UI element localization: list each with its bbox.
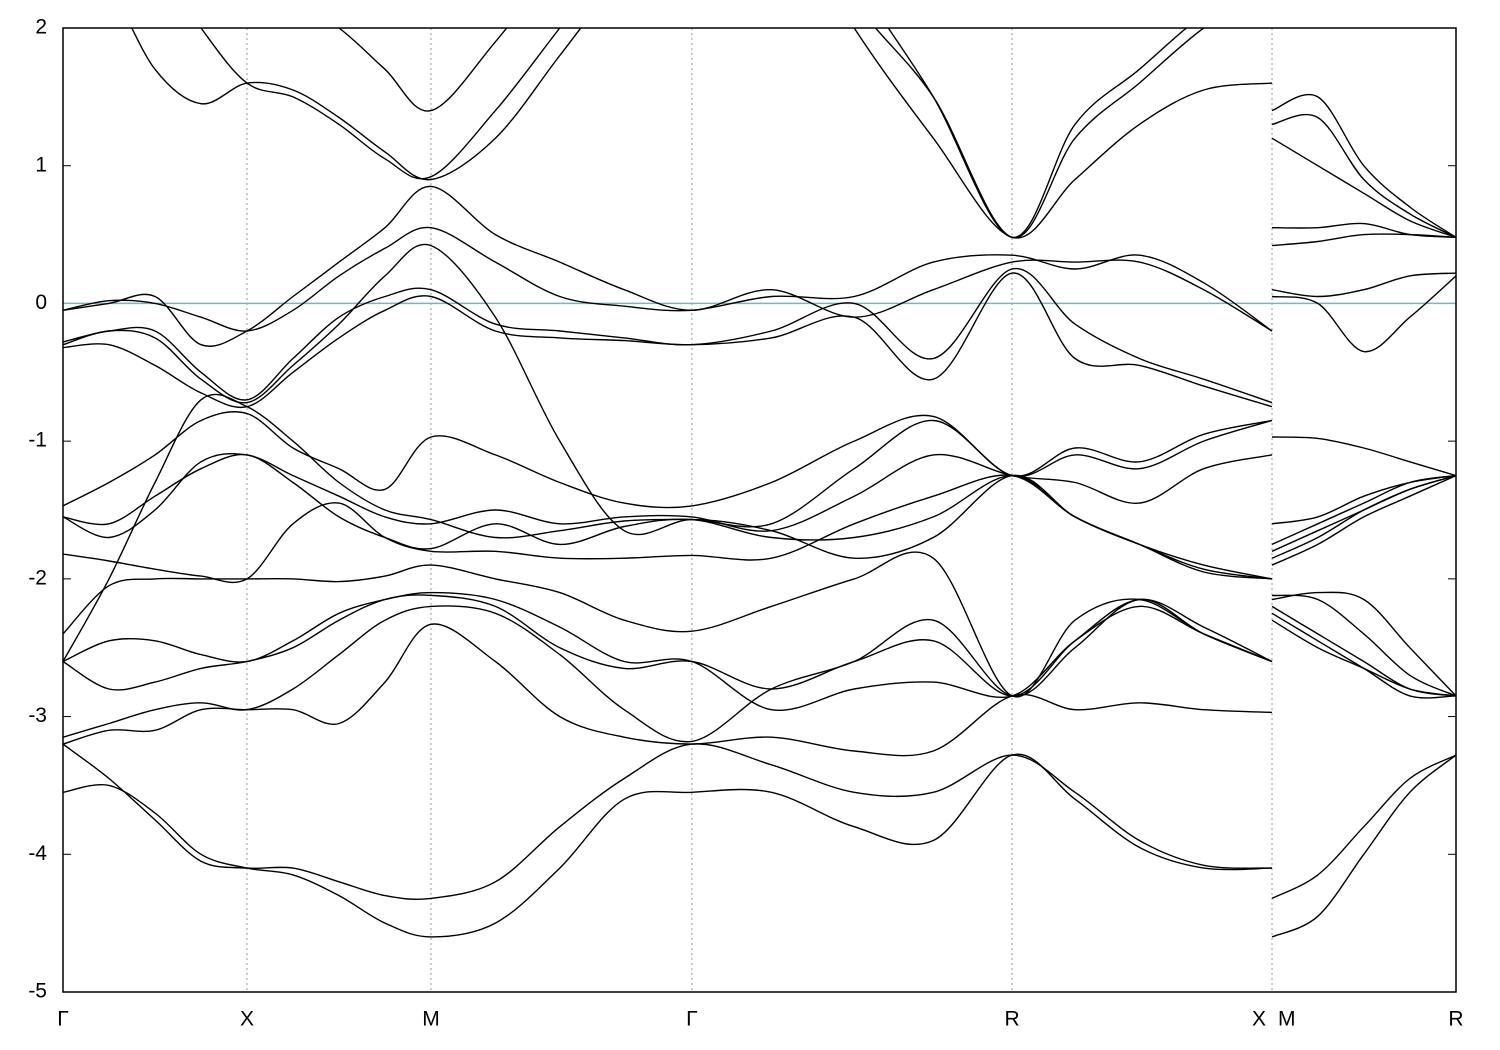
band-line	[63, 185, 1456, 347]
x-tick-label: R	[1004, 1008, 1019, 1031]
band-line	[131, 28, 1456, 239]
y-tick-label: 2	[35, 16, 47, 39]
band-line	[63, 743, 1456, 900]
band-line	[63, 393, 1456, 662]
y-tick-label: -4	[28, 842, 47, 865]
x-tick-label: X	[240, 1008, 254, 1031]
band-line	[63, 411, 1456, 509]
x-tick-label: M	[422, 1008, 440, 1031]
y-tick-label: -1	[28, 429, 47, 452]
y-tick-label: -2	[28, 566, 47, 589]
band-line	[337, 28, 1456, 239]
y-tick-label: -5	[28, 980, 47, 1003]
y-tick-label: 1	[35, 153, 47, 176]
x-tick-label: X	[1252, 1008, 1266, 1031]
band-line	[63, 268, 1456, 404]
band-line	[63, 243, 1456, 580]
y-tick-label: 0	[35, 291, 47, 314]
band-line	[63, 551, 1456, 698]
x-tick-label: Γ	[686, 1008, 698, 1031]
plot-frame	[62, 27, 1457, 993]
band-line	[200, 28, 1456, 239]
y-tick-label: -3	[28, 704, 47, 727]
band-line	[63, 272, 1456, 409]
plot-lines	[63, 28, 1456, 938]
band-line	[63, 753, 1456, 938]
x-tick-label: R	[1448, 1008, 1463, 1031]
band-line	[63, 594, 1456, 697]
x-tick-label: Γ	[57, 1008, 69, 1031]
x-tick-label: M	[1278, 1008, 1296, 1031]
band-line	[63, 591, 1456, 712]
band-line	[63, 222, 1456, 332]
